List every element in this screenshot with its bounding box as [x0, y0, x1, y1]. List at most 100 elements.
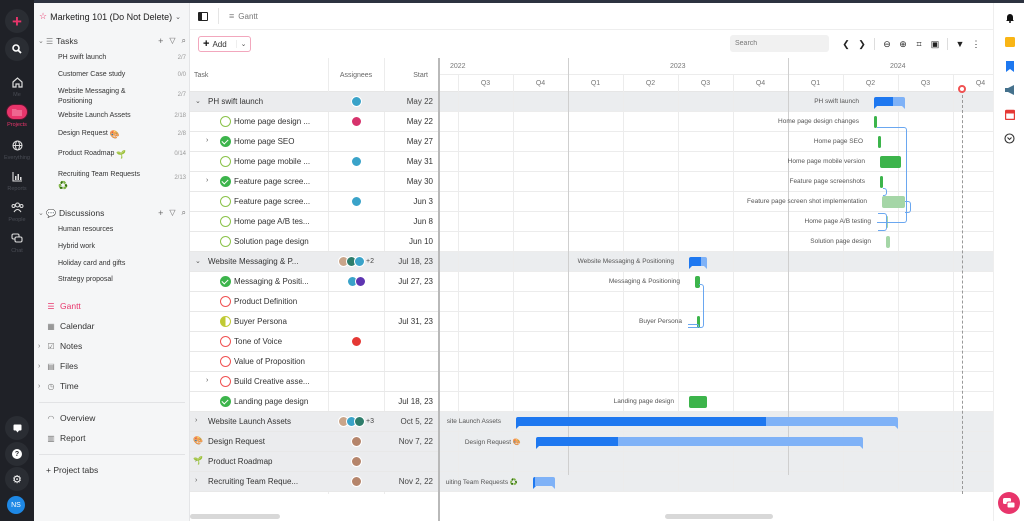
filter-icon[interactable]: ▽ [169, 36, 176, 45]
sidebar-toggle-icon[interactable] [198, 11, 208, 21]
view-calendar[interactable]: ▦ Calendar [47, 321, 95, 331]
task-row[interactable]: › Home page SEO May 27 [190, 132, 438, 152]
assignees[interactable] [328, 116, 384, 127]
assignees[interactable] [328, 156, 384, 167]
pane-splitter[interactable] [438, 58, 440, 521]
rail-item-me[interactable]: Me [0, 74, 34, 98]
task-status-open-icon[interactable] [220, 236, 231, 247]
chevron-right-icon[interactable]: › [195, 477, 198, 484]
assignees[interactable] [328, 276, 384, 287]
task-bar[interactable] [878, 136, 881, 148]
task-row[interactable]: › Feature page scree... May 30 [190, 172, 438, 192]
task-status-open-icon[interactable] [220, 156, 231, 167]
filter-icon[interactable]: ▽ [169, 208, 176, 217]
add-button[interactable]: + Add ⌄ [198, 36, 251, 52]
tasklist-recruiting-team-requests[interactable]: Recruiting Team Requests ♻️ 2/13 [58, 171, 186, 190]
task-bar[interactable] [874, 116, 877, 128]
chevron-right-icon[interactable]: › [206, 177, 209, 184]
chevron-circle-icon[interactable] [994, 133, 1024, 147]
assignees[interactable]: +3 [328, 416, 384, 427]
add-discussion-icon[interactable]: + [158, 208, 164, 218]
user-avatar[interactable]: NS [7, 496, 25, 514]
column-start[interactable]: Start [413, 72, 428, 79]
task-status-half-icon[interactable] [220, 316, 231, 327]
tasklist-customer-case-study[interactable]: Customer Case study 0/0 [58, 71, 186, 78]
feedback-button[interactable] [5, 416, 29, 440]
chevron-down-icon[interactable]: ⌄ [195, 98, 201, 105]
task-status-red-icon[interactable] [220, 336, 231, 347]
rail-item-reports[interactable]: Reports [0, 168, 34, 192]
task-status-red-icon[interactable] [220, 376, 231, 387]
task-status-done-icon[interactable] [220, 396, 231, 407]
create-button[interactable]: + [5, 9, 29, 33]
tasklist-row[interactable]: › Product Roadmap 🌱 [190, 452, 438, 472]
task-row[interactable]: Home page design ... May 22 [190, 112, 438, 132]
more-options-icon[interactable]: ⋮ [971, 38, 981, 49]
tasklist-summary-bar[interactable] [689, 257, 707, 269]
task-row[interactable]: Home page mobile ... May 31 [190, 152, 438, 172]
tasklist-row[interactable]: › Design Request 🎨 Nov 7, 22 [190, 432, 438, 452]
tasklist-website-messaging[interactable]: Website Messaging & Positioning 2/7 [58, 88, 186, 105]
global-search-button[interactable] [5, 37, 29, 61]
task-status-red-icon[interactable] [220, 296, 231, 307]
next-chevron-icon[interactable]: ❯ [858, 38, 866, 49]
tasklist-website-launch-assets[interactable]: Website Launch Assets 2/18 [58, 112, 186, 119]
task-bar[interactable] [886, 236, 890, 248]
task-bar[interactable] [880, 176, 883, 188]
filter-icon[interactable]: ▼ [955, 39, 965, 49]
search-icon[interactable]: ⌕ [181, 36, 186, 45]
tasklist-summary-bar[interactable] [536, 437, 863, 449]
assignees[interactable] [328, 476, 384, 487]
discussion-holiday-card[interactable]: Holiday card and gifts [58, 260, 126, 267]
task-bar[interactable] [695, 276, 700, 288]
assignees[interactable] [328, 96, 384, 107]
assignees[interactable] [328, 436, 384, 447]
view-notes[interactable]: › ☑ Notes [38, 341, 83, 351]
task-row[interactable]: Tone of Voice [190, 332, 438, 352]
gantt-horizontal-scrollbar[interactable] [665, 514, 773, 519]
task-status-open-icon[interactable] [220, 216, 231, 227]
chevron-down-icon[interactable]: ⌄ [195, 258, 201, 265]
search-icon[interactable]: ⌕ [181, 208, 186, 217]
task-status-open-icon[interactable] [220, 196, 231, 207]
tasks-section-header[interactable]: ⌄ ☰ Tasks + ▽ ⌕ [38, 36, 186, 46]
chevron-right-icon[interactable]: › [206, 137, 209, 144]
discussion-hybrid-work[interactable]: Hybrid work [58, 243, 95, 250]
rail-item-everything[interactable]: Everything [0, 137, 34, 161]
tasklist-summary-bar[interactable] [874, 97, 905, 109]
task-row[interactable]: Landing page design Jul 18, 23 [190, 392, 438, 412]
bookmark-icon[interactable] [994, 61, 1024, 75]
task-status-done-icon[interactable] [220, 136, 231, 147]
tasklist-design-request[interactable]: Design Request 🎨 2/8 [58, 130, 186, 139]
settings-button[interactable]: ⚙ [5, 467, 29, 491]
previous-chevron-icon[interactable]: ❮ [842, 38, 850, 49]
task-bar[interactable] [697, 316, 700, 328]
tasklist-row[interactable]: › Website Launch Assets +3 Oct 5, 22 [190, 412, 438, 432]
help-button[interactable]: ? [5, 442, 29, 466]
task-bar[interactable] [882, 196, 905, 208]
discussion-human-resources[interactable]: Human resources [58, 226, 114, 233]
chevron-right-icon[interactable]: › [206, 377, 209, 384]
calendar-event-icon[interactable] [994, 109, 1024, 123]
add-dropdown-chevron-icon[interactable]: ⌄ [236, 40, 250, 48]
task-row[interactable]: Home page A/B tes... Jun 8 [190, 212, 438, 232]
report-report[interactable]: ▥ Report [47, 433, 86, 443]
today-calendar-icon[interactable]: ▣ [930, 38, 940, 49]
view-time[interactable]: › ◷ Time [38, 381, 79, 391]
task-bar[interactable] [689, 396, 707, 408]
chevron-right-icon[interactable]: › [195, 417, 198, 424]
rail-item-people[interactable]: People [0, 199, 34, 223]
task-row[interactable]: Messaging & Positi... Jul 27, 23 [190, 272, 438, 292]
task-row[interactable]: Solution page design Jun 10 [190, 232, 438, 252]
table-horizontal-scrollbar[interactable] [190, 514, 280, 519]
fit-screen-icon[interactable]: ⌗ [916, 38, 922, 49]
discussion-strategy-proposal[interactable]: Strategy proposal [58, 276, 113, 283]
zoom-out-icon[interactable]: ⊖ [883, 38, 891, 49]
task-status-red-icon[interactable] [220, 356, 231, 367]
megaphone-icon[interactable] [994, 85, 1024, 98]
task-status-open-icon[interactable] [220, 116, 231, 127]
view-gantt[interactable]: ☰ Gantt [47, 301, 81, 311]
assignees[interactable] [328, 456, 384, 467]
assignees[interactable] [328, 336, 384, 347]
sticky-note-icon[interactable] [994, 37, 1024, 50]
